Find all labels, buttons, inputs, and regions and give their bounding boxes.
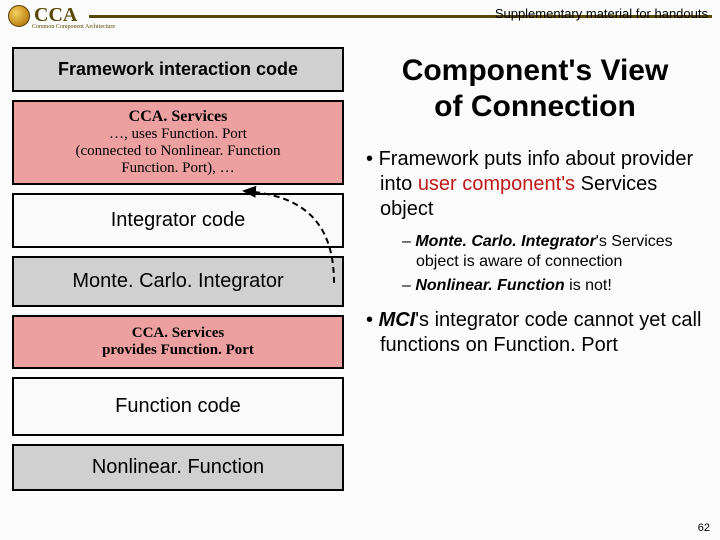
provides-title: CCA. Services bbox=[22, 325, 334, 342]
framework-label: Framework interaction code bbox=[58, 59, 298, 79]
services-title: CCA. Services bbox=[22, 108, 334, 126]
bullet-1: • Framework puts info about provider int… bbox=[366, 147, 710, 222]
sub-bullet-1: – Monte. Carlo. Integrator's Services ob… bbox=[402, 232, 710, 272]
box-function-code: Function code bbox=[12, 377, 344, 436]
sb1-monte: Monte. Carlo. Integrator bbox=[415, 233, 595, 250]
sb2-nonlinear: Nonlinear. Function bbox=[415, 277, 564, 294]
sb2-rest: is not! bbox=[565, 277, 612, 294]
services-line3: Function. Port), … bbox=[22, 160, 334, 177]
b2-mci: MCI bbox=[379, 309, 416, 331]
left-column: Framework interaction code CCA. Services… bbox=[12, 47, 344, 499]
b2-rest: 's integrator code cannot yet call funct… bbox=[380, 309, 701, 356]
box-framework: Framework interaction code bbox=[12, 47, 344, 92]
supplementary-text: Supplementary material for handouts bbox=[495, 6, 708, 21]
logo-icon bbox=[8, 5, 30, 27]
box-integrator: Integrator code bbox=[12, 193, 344, 248]
function-code-label: Function code bbox=[115, 395, 241, 417]
box-monte: Monte. Carlo. Integrator bbox=[12, 256, 344, 307]
bullet-2: • MCI's integrator code cannot yet call … bbox=[366, 308, 710, 358]
content: Framework interaction code CCA. Services… bbox=[0, 29, 720, 499]
sub-bullet-2: – Nonlinear. Function is not! bbox=[402, 276, 710, 296]
services-line2: (connected to Nonlinear. Function bbox=[22, 143, 334, 160]
title-line2: of Connection bbox=[434, 90, 636, 123]
box-nonlinear: Nonlinear. Function bbox=[12, 444, 344, 491]
services-line1: …, uses Function. Port bbox=[22, 126, 334, 143]
cca-subtitle: Common Component Architecture bbox=[32, 24, 115, 30]
monte-label: Monte. Carlo. Integrator bbox=[72, 270, 283, 292]
right-column: Component's View of Connection • Framewo… bbox=[360, 47, 710, 499]
provides-body: provides Function. Port bbox=[22, 342, 334, 359]
bullet1-user: user component's bbox=[418, 173, 575, 195]
slide-title: Component's View of Connection bbox=[360, 53, 710, 125]
title-line1: Component's View bbox=[402, 54, 669, 87]
box-services-provides: CCA. Services provides Function. Port bbox=[12, 315, 344, 369]
page-number: 62 bbox=[698, 522, 710, 534]
integrator-label: Integrator code bbox=[111, 209, 246, 231]
box-services-uses: CCA. Services …, uses Function. Port (co… bbox=[12, 100, 344, 185]
nonlinear-label: Nonlinear. Function bbox=[92, 456, 264, 478]
